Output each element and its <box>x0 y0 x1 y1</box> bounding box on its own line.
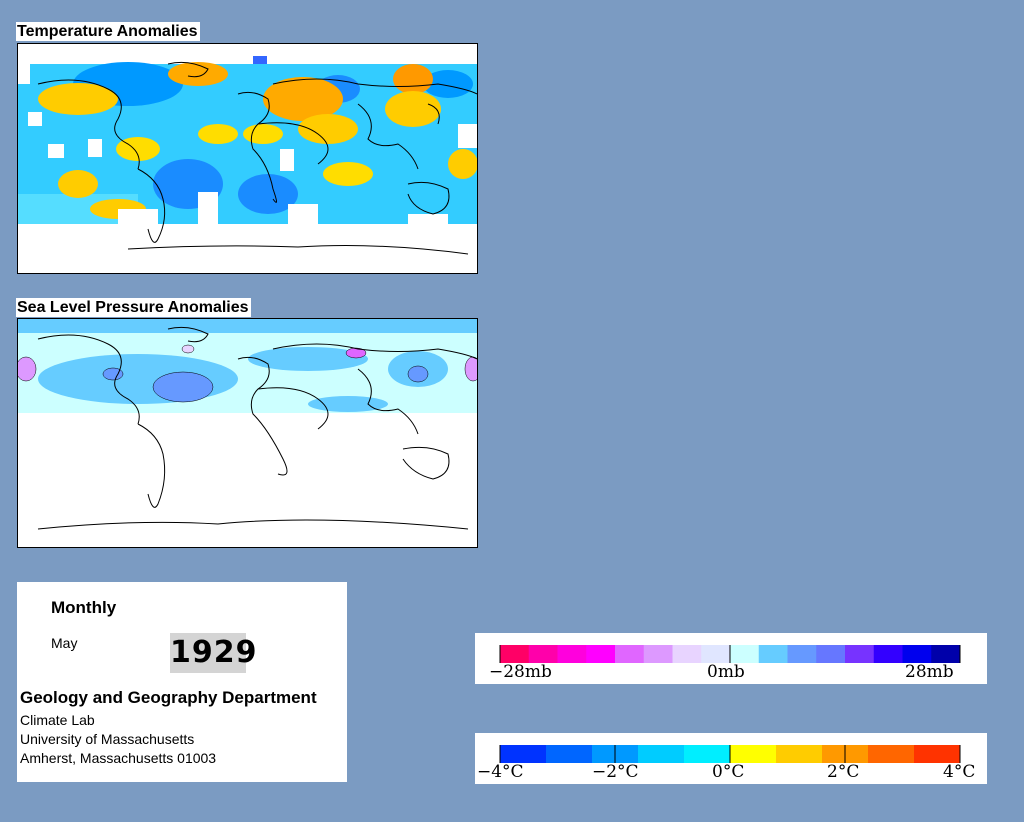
temperature-colorbar-swatch <box>500 745 547 763</box>
pressure-anomaly-map[interactable] <box>17 318 478 548</box>
pressure-colorbar-swatch <box>816 645 846 663</box>
temperature-colorbar-swatch <box>546 745 593 763</box>
pressure-colorbar-swatch <box>557 645 587 663</box>
period-label: Monthly <box>51 598 117 617</box>
pressure-colorbar-swatch <box>586 645 616 663</box>
pressure-scale-max: 28mb <box>905 662 954 682</box>
pressure-colorbar-swatch <box>758 645 788 663</box>
address-line: Amherst, Massachusetts 01003 <box>20 750 217 766</box>
pressure-map-title: Sea Level Pressure Anomalies <box>16 298 251 317</box>
pressure-map-graphic <box>18 319 477 547</box>
pressure-scale-mid: 0mb <box>707 662 745 682</box>
temperature-colorbar-swatch <box>730 745 777 763</box>
pressure-scale-legend: −28mb 0mb 28mb <box>475 633 987 684</box>
pressure-colorbar-swatch <box>701 645 731 663</box>
pressure-colorbar <box>499 645 961 663</box>
lab-name: Climate Lab <box>20 712 95 728</box>
temperature-scale-neg4: −4°C <box>477 762 524 782</box>
pressure-scale-min: −28mb <box>489 662 552 682</box>
pressure-colorbar-swatch <box>873 645 903 663</box>
pressure-colorbar-swatch <box>845 645 875 663</box>
university-name: University of Massachusetts <box>20 731 195 747</box>
temperature-colorbar-swatch <box>914 745 961 763</box>
temperature-colorbar-swatch <box>868 745 915 763</box>
pressure-colorbar-swatch <box>931 645 961 663</box>
pressure-colorbar-swatch <box>528 645 558 663</box>
temperature-colorbar-swatch <box>684 745 731 763</box>
temperature-scale-pos4: 4°C <box>943 762 976 782</box>
department-name: Geology and Geography Department <box>20 688 317 707</box>
month-label: May <box>51 635 78 651</box>
pressure-colorbar-swatch <box>787 645 817 663</box>
temperature-map-graphic <box>18 44 477 273</box>
temperature-scale-legend: −4°C −2°C 0°C 2°C 4°C <box>475 733 987 784</box>
year-display[interactable]: 1929 <box>170 633 257 673</box>
temperature-scale-zero: 0°C <box>712 762 745 782</box>
pressure-colorbar-swatch <box>730 645 760 663</box>
temperature-colorbar <box>499 745 961 763</box>
pressure-colorbar-swatch <box>672 645 702 663</box>
info-panel: Monthly May 1929 Geology and Geography D… <box>17 582 347 782</box>
temperature-colorbar-swatch <box>638 745 685 763</box>
pressure-colorbar-swatch <box>902 645 932 663</box>
temperature-scale-neg2: −2°C <box>592 762 639 782</box>
temperature-scale-pos2: 2°C <box>827 762 860 782</box>
temperature-colorbar-swatch <box>776 745 823 763</box>
temperature-anomaly-map[interactable] <box>17 43 478 274</box>
pressure-colorbar-swatch <box>643 645 673 663</box>
temperature-map-title: Temperature Anomalies <box>16 22 200 41</box>
pressure-colorbar-swatch <box>615 645 645 663</box>
pressure-colorbar-swatch <box>500 645 530 663</box>
